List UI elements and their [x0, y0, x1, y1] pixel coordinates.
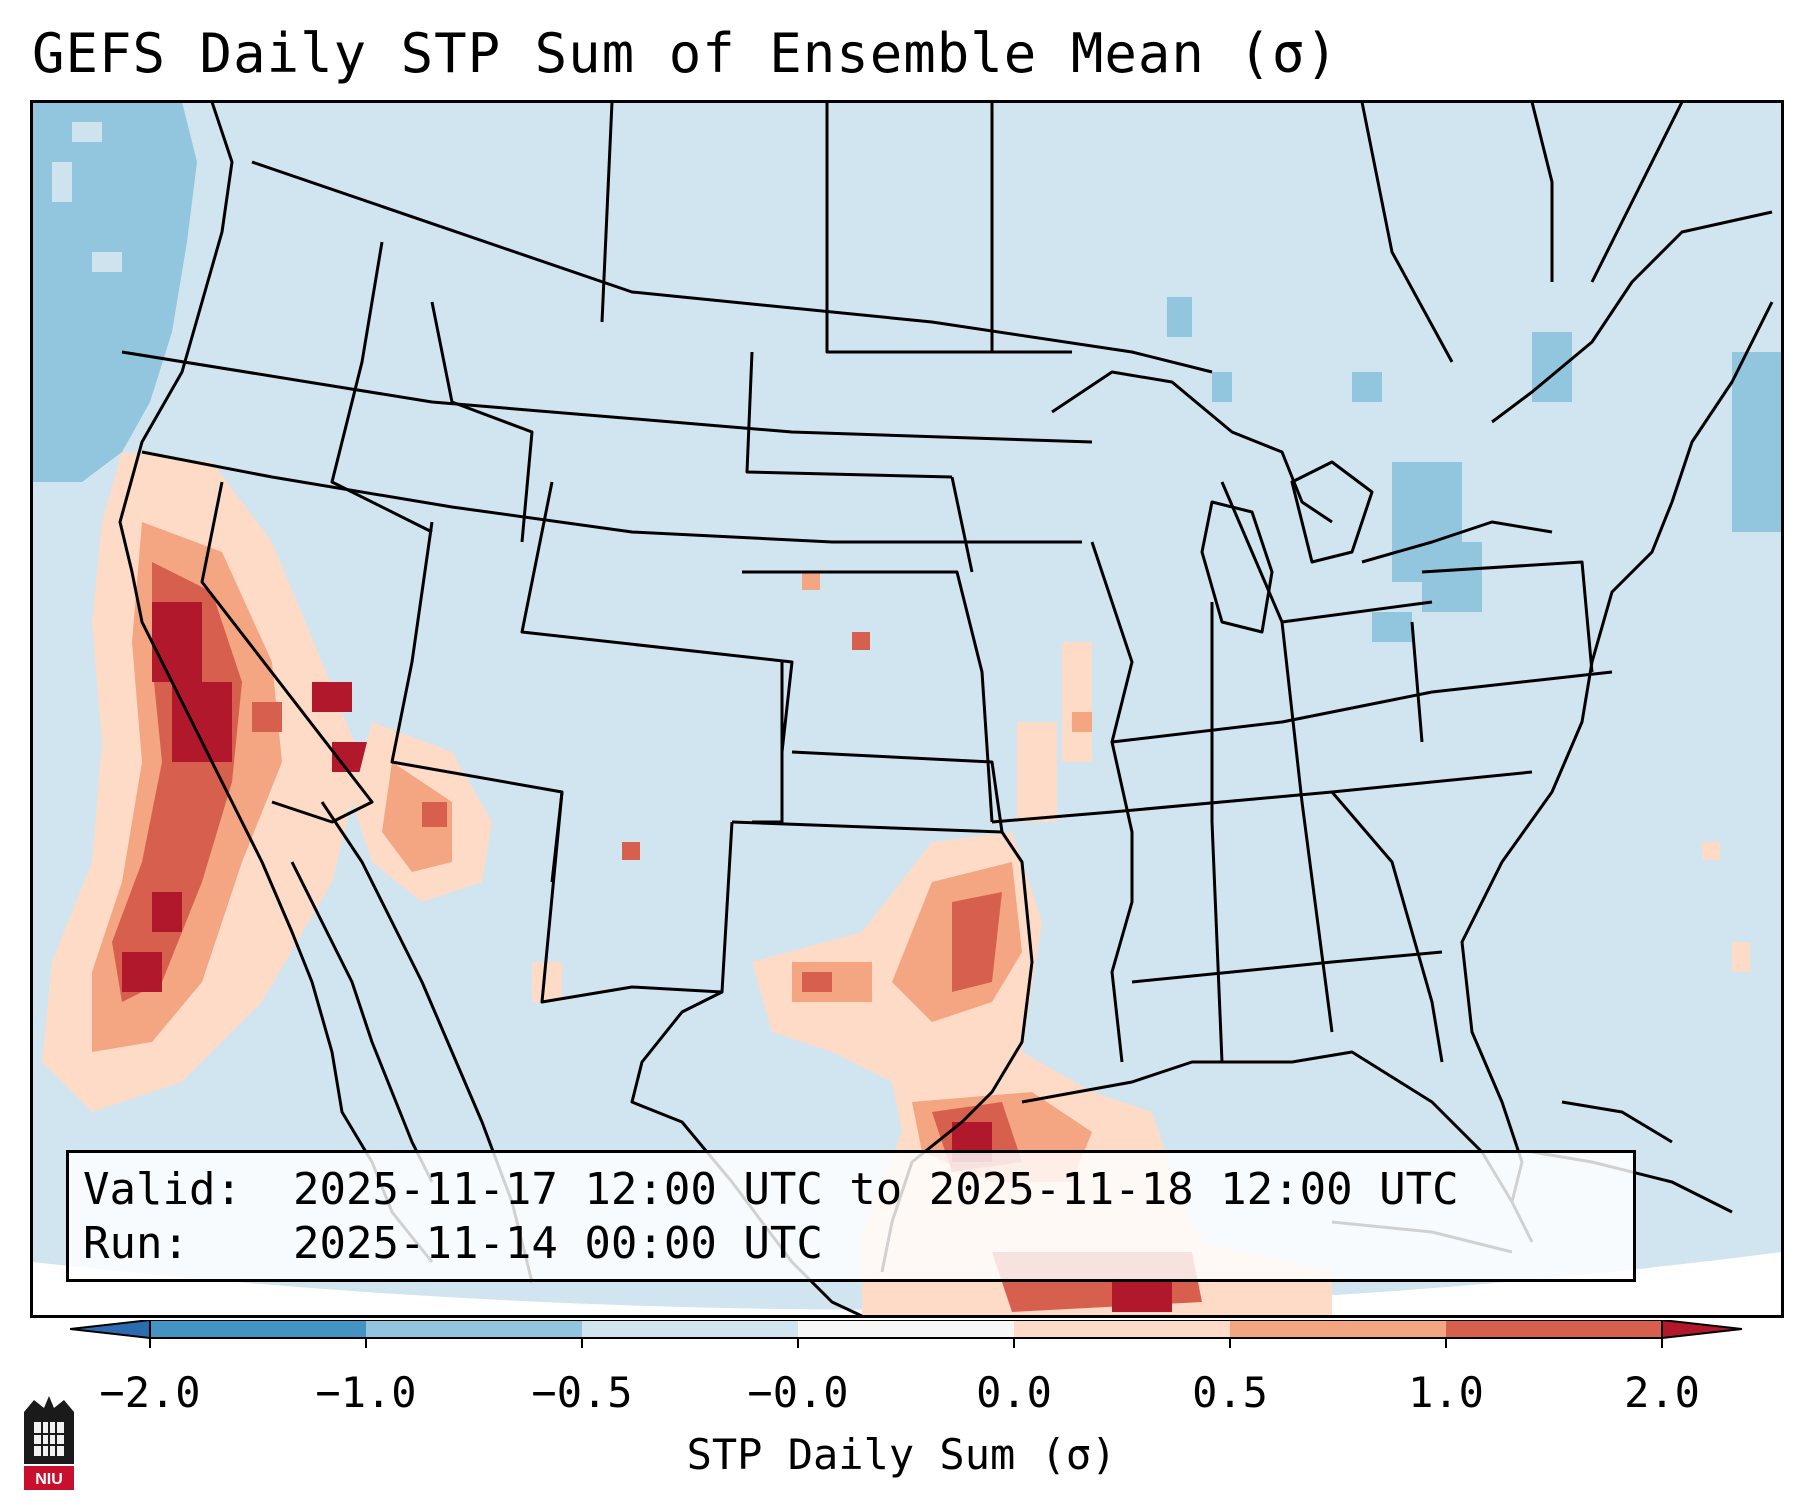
colorbar-tick-label: −0.0 — [747, 1368, 849, 1417]
map-panel — [30, 100, 1784, 1318]
colorbar-tick-label: −2.0 — [99, 1368, 201, 1417]
logo-text: NIU — [35, 1471, 63, 1488]
colorbar-tick-label: −1.0 — [315, 1368, 417, 1417]
colorbar-tick-label: 0.5 — [1192, 1368, 1268, 1417]
valid-label: Valid: — [83, 1164, 242, 1215]
niu-logo: NIU — [24, 1396, 74, 1490]
map-canvas — [32, 102, 1782, 1316]
colorbar-outline — [149, 1320, 1663, 1339]
valid-run-info-box: Valid: 2025-11-17 12:00 UTC to 2025-11-18… — [66, 1150, 1636, 1282]
colorbar-under-extension — [70, 1320, 151, 1340]
run-label: Run: — [83, 1218, 189, 1269]
colorbar-over-extension — [1661, 1320, 1742, 1340]
colorbar-bin — [1014, 1320, 1230, 1338]
colorbar-bin — [366, 1320, 582, 1338]
political-borders — [118, 102, 1774, 1316]
colorbar-title: STP Daily Sum (σ) — [686, 1430, 1117, 1479]
valid-value: 2025-11-17 12:00 UTC to 2025-11-18 12:00… — [293, 1164, 1459, 1215]
colorbar-bin — [798, 1320, 1014, 1338]
run-value: 2025-11-14 00:00 UTC — [293, 1218, 823, 1269]
colorbar-tick-label: 1.0 — [1408, 1368, 1484, 1417]
light-field-patches — [52, 122, 122, 272]
colorbar — [70, 1320, 1742, 1348]
colorbar-tick-label: −0.5 — [531, 1368, 633, 1417]
colorbar-bin — [1230, 1320, 1446, 1338]
chart-title: GEFS Daily STP Sum of Ensemble Mean (σ) — [32, 22, 1339, 85]
colorbar-bin — [582, 1320, 798, 1338]
colorbar-ticks — [149, 1338, 1663, 1348]
colorbar-bin — [150, 1320, 366, 1338]
colorbar-bin — [1446, 1320, 1662, 1338]
colorbar-tick-label: 0.0 — [976, 1368, 1052, 1417]
colorbar-tick-label: 2.0 — [1624, 1368, 1700, 1417]
negative-anomaly-areas — [32, 102, 1782, 642]
projection-edge — [32, 1252, 1782, 1316]
